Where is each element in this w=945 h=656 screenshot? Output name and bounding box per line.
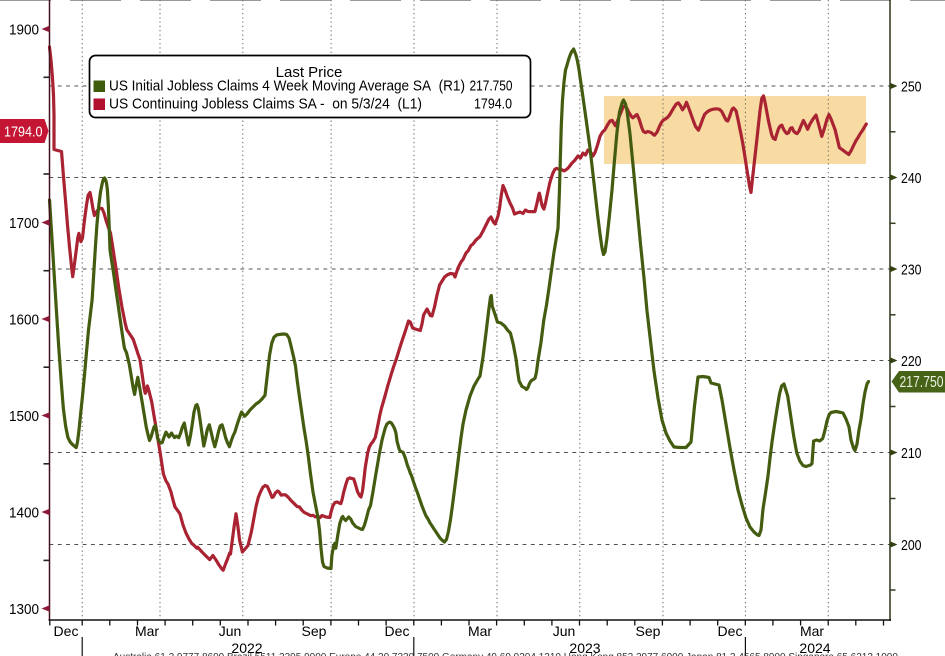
svg-text:1300: 1300 [9,602,39,618]
svg-text:Mar: Mar [135,623,159,639]
svg-text:1794.0: 1794.0 [4,124,43,141]
svg-text:250: 250 [901,79,922,96]
svg-text:Mar: Mar [800,623,824,639]
svg-text:2024: 2024 [799,640,830,656]
svg-text:Australia 61 2 9777 8600 Brazi: Australia 61 2 9777 8600 Brazil 5511 239… [113,652,898,656]
svg-text:Mar: Mar [468,623,492,639]
svg-text:2022: 2022 [231,640,262,656]
svg-text:1700: 1700 [9,216,39,232]
svg-text:210: 210 [901,445,922,462]
svg-text:US Initial Jobless Claims 4 We: US Initial Jobless Claims 4 Week Moving … [109,78,465,95]
svg-text:220: 220 [901,353,922,370]
svg-text:1400: 1400 [9,506,39,522]
svg-text:Dec: Dec [718,623,743,639]
svg-text:Jun: Jun [219,623,242,639]
svg-text:Last Price: Last Price [276,64,343,81]
svg-text:1794.0: 1794.0 [474,96,512,113]
svg-text:Dec: Dec [385,623,410,639]
svg-text:US Continuing Jobless Claims S: US Continuing Jobless Claims SA - on 5/3… [109,96,422,113]
svg-text:1500: 1500 [9,409,39,425]
svg-text:Jun: Jun [553,623,576,639]
svg-text:Sep: Sep [302,623,327,639]
svg-text:217.750: 217.750 [900,374,944,391]
svg-text:200: 200 [901,537,922,554]
svg-text:Dec: Dec [54,623,79,639]
svg-text:1900: 1900 [9,23,39,39]
svg-text:2023: 2023 [569,640,600,656]
svg-text:1600: 1600 [9,313,39,329]
svg-text:240: 240 [901,170,922,187]
svg-text:Sep: Sep [636,623,661,639]
svg-text:217.750: 217.750 [470,78,513,95]
svg-text:230: 230 [901,262,922,279]
